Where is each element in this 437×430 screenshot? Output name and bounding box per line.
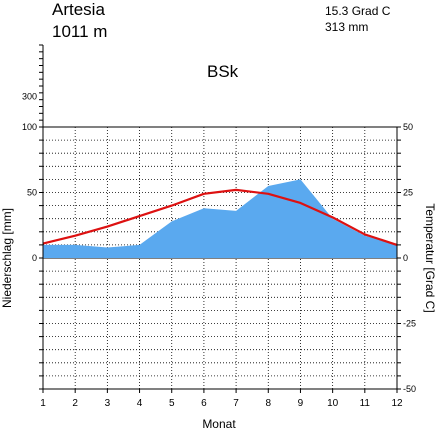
left-tick-label: 0: [32, 253, 37, 263]
temp-line-shape: [42, 188, 398, 246]
annual-precipitation: 313 mm: [325, 20, 368, 34]
climate-class: BSk: [207, 62, 239, 81]
right-tick-label: 0: [403, 253, 408, 263]
x-tick-label: 12: [391, 398, 403, 409]
x-tick-label: 7: [233, 398, 239, 409]
x-tick-label: 8: [265, 398, 271, 409]
left-tick-label: 100: [22, 122, 37, 132]
x-tick-label: 1: [40, 398, 46, 409]
left-tick-label: 50: [27, 188, 37, 198]
x-tick-label: 10: [327, 398, 339, 409]
right-axis-title: Temperatur [Grad C]: [423, 203, 437, 312]
station-name: Artesia: [52, 0, 105, 19]
x-tick-label: 5: [169, 398, 175, 409]
x-tick-label: 11: [360, 398, 371, 409]
precip-area-shape: [43, 179, 397, 258]
x-tick-label: 2: [72, 398, 78, 409]
mean-temperature: 15.3 Grad C: [325, 4, 391, 18]
x-tick-label: 4: [137, 398, 143, 409]
left-axis-title: Niederschlag [mm]: [0, 208, 14, 308]
left-tick-label: 300: [22, 91, 37, 101]
right-tick-label: 25: [403, 188, 413, 198]
upper-precip-axis: [39, 44, 44, 128]
x-tick-label: 3: [105, 398, 111, 409]
right-tick-label: -25: [403, 319, 416, 329]
x-tick-label: 9: [298, 398, 304, 409]
station-elevation: 1011 m: [52, 22, 107, 41]
axis-ticks: [39, 126, 401, 393]
right-tick-label: -50: [403, 384, 416, 394]
temperature-line: [42, 188, 398, 246]
precipitation-area: [43, 179, 397, 258]
right-tick-label: 50: [403, 122, 413, 132]
x-tick-label: 6: [201, 398, 207, 409]
x-axis-title: Monat: [202, 417, 236, 430]
